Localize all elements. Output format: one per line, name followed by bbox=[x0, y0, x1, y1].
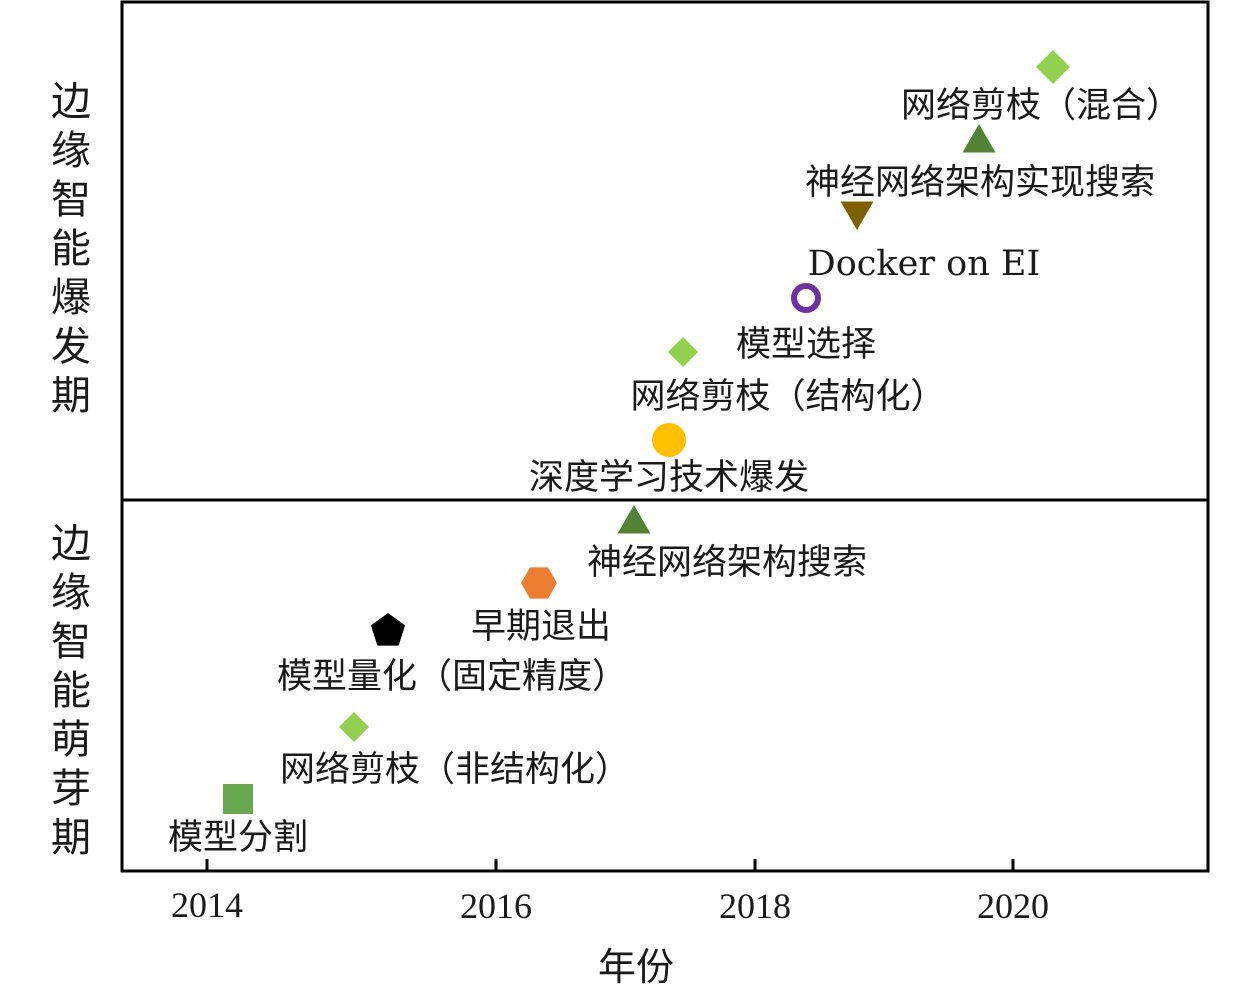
event-quantization-fixed: 模型量化（固定精度） bbox=[277, 613, 627, 697]
early-exit-hexagon-marker bbox=[521, 567, 557, 599]
event-pruning-unstructured: 网络剪枝（非结构化） bbox=[280, 712, 630, 790]
plot-frame bbox=[120, 0, 1210, 873]
pruning-unstructured-diamond-marker bbox=[339, 712, 369, 742]
event-nas-implementation: 神经网络架构实现搜索 bbox=[805, 124, 1155, 203]
pruning-hybrid-diamond-marker bbox=[1036, 50, 1070, 84]
model-partition-label: 模型分割 bbox=[168, 818, 308, 858]
event-pruning-structured: 网络剪枝（结构化） bbox=[630, 337, 946, 417]
nas-label: 神经网络架构搜索 bbox=[587, 543, 867, 583]
event-model-partition: 模型分割 bbox=[168, 784, 308, 858]
event-points: 模型分割 网络剪枝（非结构化） 模型量化（固定精度） 早期退出 神经网络架构搜索 深度学习… bbox=[168, 50, 1181, 858]
x-axis-title: 年份 bbox=[598, 945, 674, 989]
pruning-structured-diamond-marker bbox=[668, 337, 698, 367]
x-tick-label: 2016 bbox=[460, 886, 532, 926]
nas-triangle-up-marker bbox=[617, 505, 651, 534]
x-tick-label: 2020 bbox=[977, 886, 1049, 926]
event-nas: 神经网络架构搜索 bbox=[587, 505, 867, 583]
x-tick-label: 2018 bbox=[719, 886, 791, 926]
nas-implementation-triangle-up-marker bbox=[962, 124, 996, 153]
phase-label-budding: 边缘智能萌芽期 bbox=[51, 521, 91, 861]
phase-label-explosion: 边缘智能爆发期 bbox=[51, 79, 91, 419]
event-pruning-hybrid: 网络剪枝（混合） bbox=[901, 50, 1181, 126]
docker-on-ei-label: Docker on EI bbox=[808, 244, 1041, 284]
x-tick-label: 2014 bbox=[171, 885, 243, 925]
model-selection-ring-marker bbox=[791, 283, 821, 313]
event-deep-learning-boom: 深度学习技术爆发 bbox=[529, 423, 809, 498]
event-docker-on-ei: Docker on EI bbox=[808, 201, 1041, 284]
pruning-unstructured-label: 网络剪枝（非结构化） bbox=[280, 750, 630, 790]
event-model-selection: 模型选择 bbox=[736, 283, 876, 365]
event-early-exit: 早期退出 bbox=[471, 567, 611, 647]
quantization-fixed-pentagon-marker bbox=[370, 613, 406, 646]
pruning-structured-label: 网络剪枝（结构化） bbox=[630, 377, 945, 417]
nas-implementation-label: 神经网络架构实现搜索 bbox=[805, 163, 1155, 203]
x-axis-ticks: 2014 2016 2018 2020 bbox=[171, 859, 1049, 926]
quantization-fixed-label: 模型量化（固定精度） bbox=[277, 657, 627, 697]
model-partition-square-marker bbox=[223, 784, 253, 814]
pruning-hybrid-label: 网络剪枝（混合） bbox=[901, 86, 1181, 126]
docker-on-ei-triangle-down-marker bbox=[840, 201, 874, 230]
early-exit-label: 早期退出 bbox=[471, 607, 611, 647]
deep-learning-boom-label: 深度学习技术爆发 bbox=[529, 458, 809, 498]
model-selection-label: 模型选择 bbox=[736, 325, 876, 365]
deep-learning-boom-circle-marker bbox=[652, 423, 686, 457]
